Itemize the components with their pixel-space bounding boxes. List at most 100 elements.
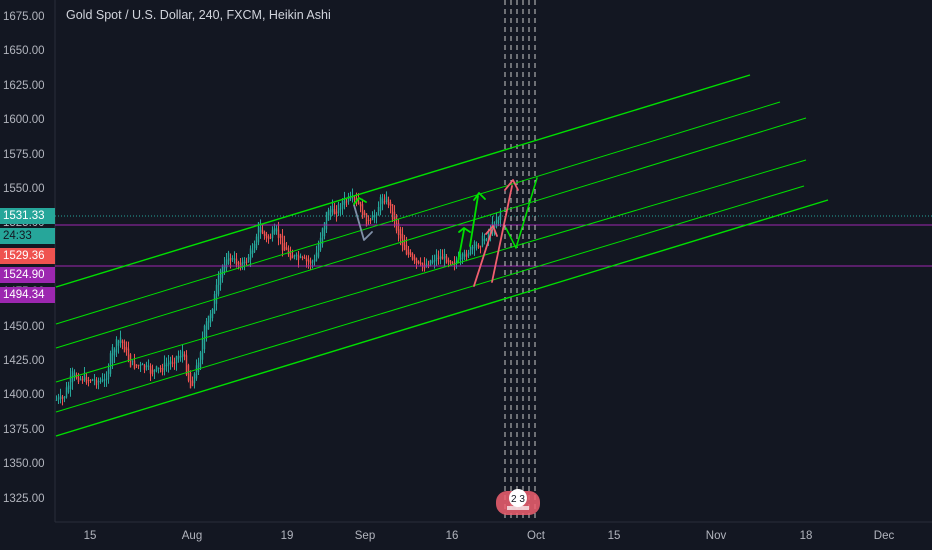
candle-body — [467, 252, 470, 256]
candle-body — [343, 198, 346, 205]
candle-body — [395, 215, 398, 231]
candle-body — [161, 368, 164, 373]
candle-body — [263, 231, 266, 236]
candle-body — [89, 380, 92, 382]
candle-body — [105, 378, 108, 380]
candle-body — [363, 211, 366, 216]
candle-body — [479, 246, 482, 248]
candle-body — [339, 208, 342, 210]
candle-body — [375, 214, 378, 217]
time-tick-label: 16 — [445, 530, 459, 542]
candle-body — [249, 248, 252, 260]
candle-body — [213, 293, 216, 314]
candle-body — [295, 254, 298, 257]
candle-body — [287, 248, 290, 255]
candle-body — [399, 229, 402, 239]
candle-body — [423, 264, 426, 269]
candle-body — [141, 364, 144, 366]
candle-body — [253, 243, 256, 253]
candle-body — [107, 368, 110, 380]
candle-body — [487, 232, 490, 240]
candle-body — [387, 199, 390, 205]
candle-body — [407, 249, 410, 255]
candle-body — [337, 204, 340, 213]
candle-body — [397, 223, 400, 236]
countdown-badge: 24:33 — [0, 228, 55, 244]
candle-body — [409, 252, 412, 255]
events-marker[interactable]: 2 3 — [493, 488, 543, 518]
candle-body — [451, 262, 454, 264]
candle-body — [437, 257, 440, 260]
candle-body — [59, 395, 62, 399]
price-tick-label: 1600.00 — [3, 114, 45, 127]
candle-body — [335, 211, 338, 215]
time-tick-label: 18 — [799, 530, 813, 542]
candle-body — [125, 346, 128, 351]
time-tick-label: 19 — [280, 530, 294, 542]
candle-body — [241, 261, 244, 266]
candle-body — [215, 284, 218, 304]
candle-body — [225, 259, 228, 269]
candle-body — [481, 235, 484, 247]
candle-body — [67, 385, 70, 393]
time-tick-label: 15 — [83, 530, 97, 542]
price-tick-label: 1675.00 — [3, 11, 45, 23]
candle-body — [121, 340, 124, 343]
interval-label: 240 — [198, 8, 220, 22]
candle-body — [187, 365, 190, 381]
time-tick-label: Oct — [527, 530, 545, 542]
candle-body — [495, 219, 498, 228]
candle-body — [269, 237, 272, 239]
candle-body — [221, 266, 224, 278]
candle-body — [309, 260, 312, 264]
price-tick-label: 1425.00 — [3, 355, 45, 367]
candle-body — [265, 233, 268, 239]
candle-body — [251, 250, 254, 255]
candle-body — [389, 202, 392, 206]
candle-body — [157, 367, 160, 369]
time-tick-label: Dec — [873, 530, 895, 542]
candle-body — [77, 376, 80, 383]
candle-body — [171, 362, 174, 364]
candle-body — [231, 258, 234, 260]
candle-body — [293, 255, 296, 257]
candle-body — [69, 375, 72, 389]
candle-body — [497, 216, 500, 224]
candle-body — [369, 219, 372, 221]
time-tick-label: Sep — [354, 530, 376, 542]
candle-body — [137, 365, 140, 367]
chart-style-label: Heikin Ashi — [268, 8, 331, 22]
candle-body — [433, 260, 436, 262]
candle-body — [385, 196, 388, 203]
candle-body — [341, 201, 344, 209]
candle-body — [405, 244, 408, 255]
candle-body — [163, 362, 166, 371]
candle-body — [297, 255, 300, 260]
candle-body — [229, 258, 232, 261]
symbol-name: Gold Spot / U.S. Dollar — [66, 8, 192, 22]
candle-body — [329, 209, 332, 216]
candle-body — [109, 353, 112, 374]
candle-body — [271, 230, 274, 238]
candle-body — [87, 380, 90, 382]
gray-arrow — [353, 204, 373, 241]
candle-body — [259, 227, 262, 233]
price-tick-label: 1350.00 — [3, 458, 45, 471]
candle-body — [301, 256, 304, 258]
candle-body — [465, 254, 468, 258]
candle-body — [155, 366, 158, 371]
candle-body — [415, 258, 418, 264]
candle-body — [239, 262, 242, 268]
candle-body — [189, 372, 192, 389]
candle-body — [323, 222, 326, 237]
candle-body — [317, 243, 320, 257]
candle-body — [413, 256, 416, 261]
candle-body — [459, 258, 462, 260]
candle-body — [359, 201, 362, 207]
candle-body — [443, 253, 446, 259]
candle-body — [473, 242, 476, 249]
price-tick-label: 1325.00 — [3, 492, 45, 505]
candle-body — [469, 245, 472, 255]
candle-body — [485, 239, 488, 241]
